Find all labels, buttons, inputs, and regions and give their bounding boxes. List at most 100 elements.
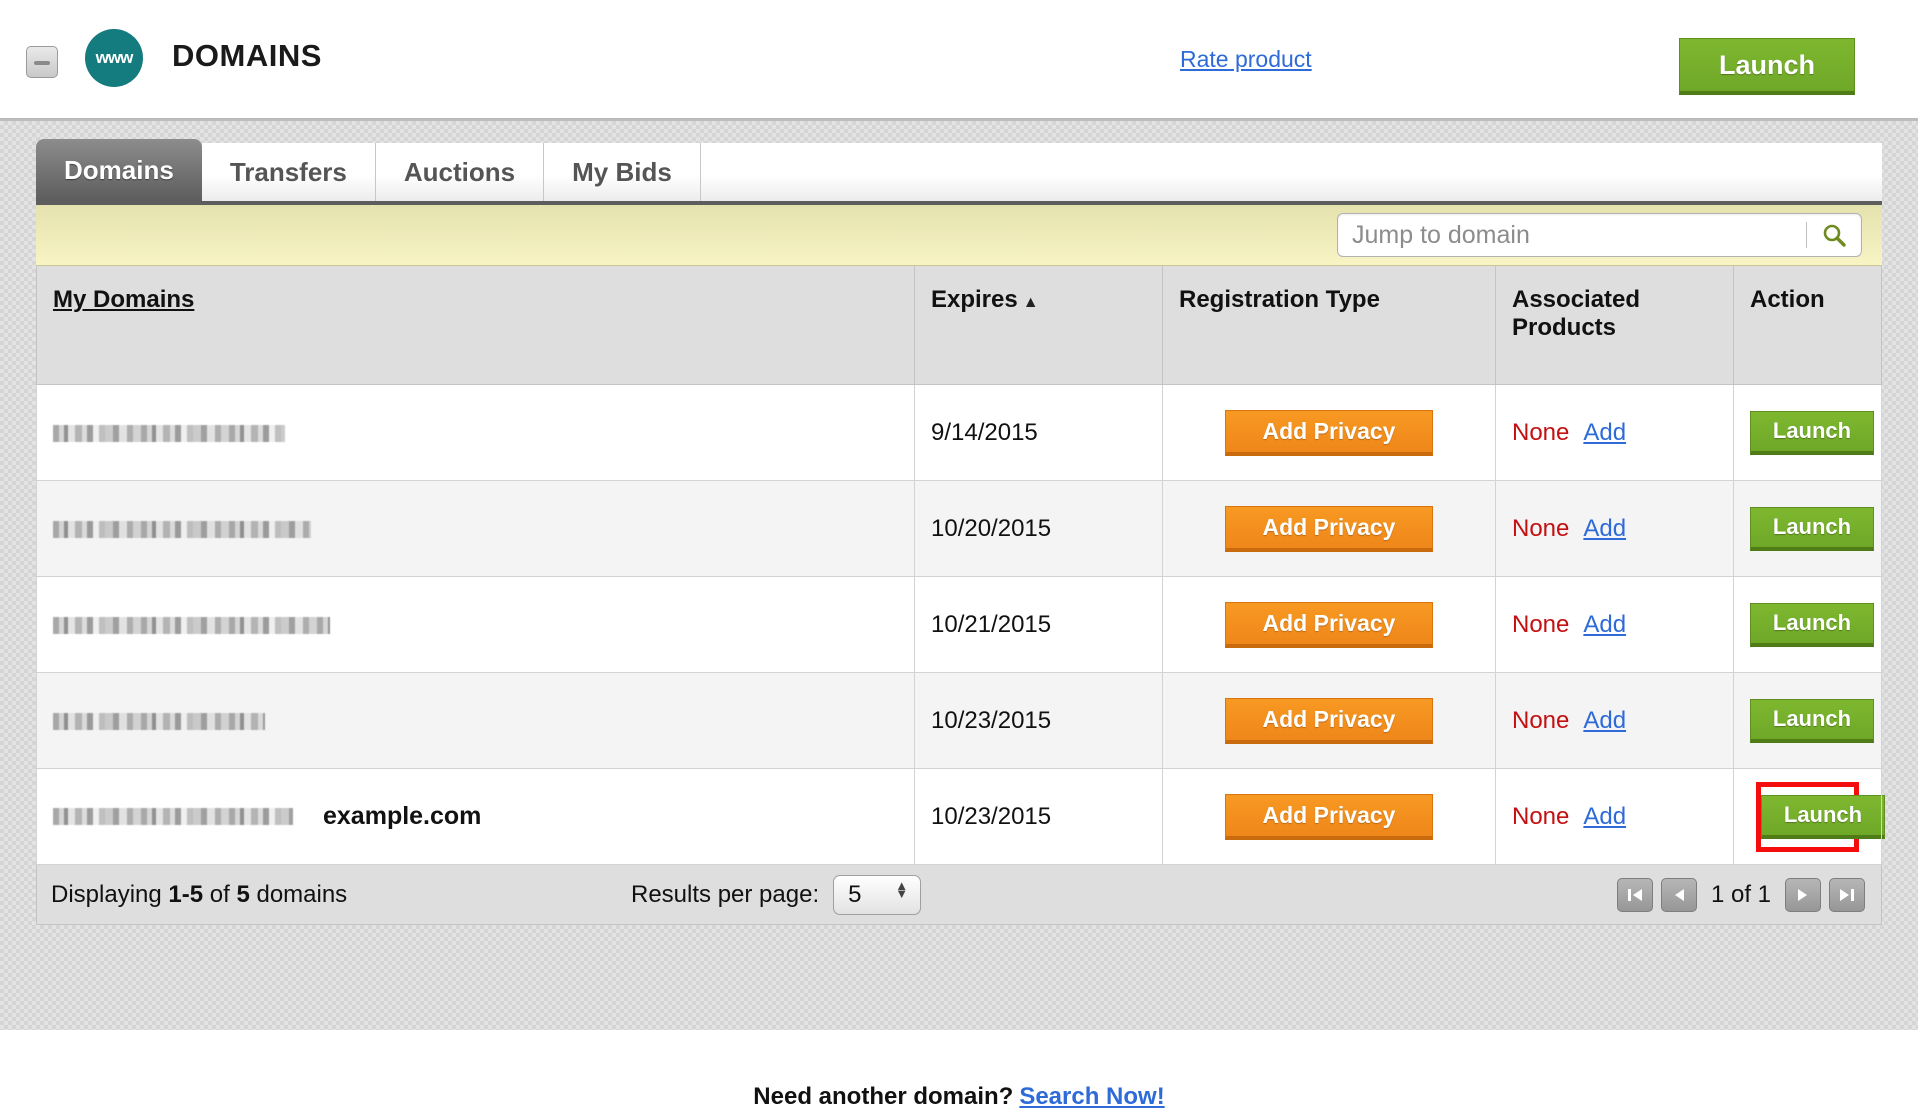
associated-add-link[interactable]: Add bbox=[1583, 610, 1627, 638]
associated-add-link[interactable]: Add bbox=[1583, 802, 1627, 830]
jump-to-domain-box[interactable] bbox=[1337, 213, 1862, 257]
cell-action: Launch bbox=[1733, 576, 1882, 673]
cell-registration-type: Add Privacy bbox=[1162, 480, 1496, 577]
search-strip bbox=[36, 205, 1882, 266]
cell-action: Launch bbox=[1733, 384, 1882, 481]
cell-action: Launch bbox=[1733, 672, 1882, 769]
launch-button[interactable]: Launch bbox=[1750, 506, 1874, 551]
pager-last-icon[interactable] bbox=[1829, 877, 1865, 912]
displaying-count: 5 bbox=[236, 880, 250, 908]
domains-panel: My Domains Expires▲ Registration Type As… bbox=[36, 201, 1885, 925]
header-launch-button[interactable]: Launch bbox=[1679, 38, 1855, 95]
domains-table: My Domains Expires ▲ Registration Type As… bbox=[36, 266, 1885, 865]
column-header-associated-products-label: Associated Products bbox=[1512, 286, 1641, 341]
cell-associated-products: None Add bbox=[1495, 480, 1734, 577]
cell-associated-products: None Add bbox=[1495, 672, 1734, 769]
search-now-link[interactable]: Search Now! bbox=[1019, 1083, 1165, 1110]
cell-domain bbox=[36, 672, 915, 769]
pager-prev-icon[interactable] bbox=[1660, 877, 1697, 912]
tab-auctions[interactable]: Auctions bbox=[375, 143, 545, 201]
pager-next-icon[interactable] bbox=[1785, 877, 1821, 912]
app-header: www DOMAINS Rate product Launch bbox=[0, 0, 1918, 119]
need-another-domain-text: Need another domain? bbox=[753, 1083, 1014, 1110]
column-header-my-domains[interactable]: My Domains bbox=[36, 266, 915, 385]
tab-domains[interactable]: Domains bbox=[36, 139, 202, 201]
search-divider bbox=[1806, 222, 1807, 248]
example-domain-label: example.com bbox=[323, 802, 482, 831]
cell-expires: 10/20/2015 bbox=[914, 480, 1163, 577]
www-logo-icon: www bbox=[85, 29, 143, 87]
cell-expires: 9/14/2015 bbox=[914, 384, 1163, 481]
column-header-expires[interactable]: Expires ▲ bbox=[914, 266, 1163, 385]
column-header-expires-label: Expires bbox=[931, 286, 1018, 313]
cell-domain bbox=[36, 576, 915, 673]
displaying-mid: of bbox=[203, 880, 237, 908]
column-header-associated-products[interactable]: Associated Products bbox=[1495, 266, 1734, 385]
table-row: 10/23/2015 Add Privacy None Add Launch bbox=[36, 672, 1882, 769]
results-per-page-label: Results per page: bbox=[631, 880, 820, 908]
column-header-registration-type[interactable]: Registration Type bbox=[1162, 266, 1496, 385]
cell-action: Launch bbox=[1733, 480, 1882, 577]
search-input[interactable] bbox=[1338, 220, 1806, 250]
associated-add-link[interactable]: Add bbox=[1583, 514, 1627, 542]
cell-registration-type: Add Privacy bbox=[1162, 576, 1496, 673]
add-privacy-button[interactable]: Add Privacy bbox=[1225, 793, 1433, 840]
redacted-domain-name bbox=[53, 712, 265, 730]
cell-expires: 10/23/2015 bbox=[914, 672, 1163, 769]
stepper-arrows-icon: ▲ ▼ bbox=[895, 877, 909, 901]
cell-associated-products: None Add bbox=[1495, 576, 1734, 673]
launch-button[interactable]: Launch bbox=[1750, 698, 1874, 743]
page-title: DOMAINS bbox=[172, 38, 322, 73]
add-privacy-button[interactable]: Add Privacy bbox=[1225, 409, 1433, 456]
launch-button-highlight-box: Launch bbox=[1756, 781, 1885, 852]
cell-domain: example.com bbox=[36, 768, 915, 865]
table-footer: Displaying 1-5 of 5 domains Results per … bbox=[36, 865, 1882, 925]
associated-add-link[interactable]: Add bbox=[1583, 706, 1627, 734]
cell-expires: 10/21/2015 bbox=[914, 576, 1163, 673]
results-per-page: Results per page: 5 ▲ ▼ bbox=[631, 874, 922, 915]
table-row: example.com 10/23/2015 Add Privacy None A… bbox=[36, 768, 1885, 865]
tab-my-bids[interactable]: My Bids bbox=[544, 143, 701, 201]
redacted-domain-name bbox=[53, 808, 293, 826]
search-icon[interactable] bbox=[1807, 222, 1861, 248]
launch-button-highlighted[interactable]: Launch bbox=[1761, 794, 1885, 839]
page-body: Domains Transfers Auctions My Bids bbox=[0, 119, 1918, 1110]
redacted-domain-name bbox=[53, 616, 330, 634]
associated-none-label: None bbox=[1512, 706, 1570, 734]
associated-none-label: None bbox=[1512, 802, 1570, 830]
pager-first-icon[interactable] bbox=[1616, 877, 1653, 912]
table-header-row: My Domains Expires ▲ Registration Type As… bbox=[36, 266, 1882, 385]
displaying-range: 1-5 bbox=[168, 880, 204, 908]
table-row: 9/14/2015 Add Privacy None Add Launch bbox=[36, 384, 1882, 481]
associated-add-link[interactable]: Add bbox=[1583, 418, 1627, 446]
tab-filler bbox=[700, 143, 1882, 201]
add-privacy-button[interactable]: Add Privacy bbox=[1225, 697, 1433, 744]
column-header-my-domains-label[interactable]: My Domains bbox=[53, 286, 195, 313]
associated-none-label: None bbox=[1512, 610, 1570, 638]
launch-button[interactable]: Launch bbox=[1750, 602, 1874, 647]
redacted-domain-name bbox=[53, 424, 285, 442]
launch-button[interactable]: Launch bbox=[1750, 410, 1874, 455]
results-per-page-select[interactable]: 5 ▲ ▼ bbox=[833, 874, 922, 915]
column-header-registration-type-label: Registration Type bbox=[1179, 286, 1380, 313]
add-privacy-button[interactable]: Add Privacy bbox=[1225, 601, 1433, 648]
column-header-action-label: Action bbox=[1750, 286, 1825, 313]
add-privacy-button[interactable]: Add Privacy bbox=[1225, 505, 1433, 552]
cell-associated-products: None Add bbox=[1495, 384, 1734, 481]
collapse-minus-icon[interactable] bbox=[26, 46, 58, 78]
rate-product-link[interactable]: Rate product bbox=[1180, 46, 1312, 72]
tab-transfers[interactable]: Transfers bbox=[201, 143, 376, 201]
displaying-prefix: Displaying bbox=[51, 880, 169, 908]
cell-registration-type: Add Privacy bbox=[1162, 672, 1496, 769]
cell-associated-products: None Add bbox=[1495, 768, 1734, 865]
cell-registration-type: Add Privacy bbox=[1162, 768, 1496, 865]
pagination: 1 of 1 bbox=[1616, 877, 1865, 912]
associated-none-label: None bbox=[1512, 514, 1570, 542]
need-another-domain: Need another domain? Search Now! bbox=[0, 1083, 1918, 1111]
cell-action: Launch bbox=[1733, 768, 1885, 865]
associated-none-label: None bbox=[1512, 418, 1570, 446]
column-header-action: Action bbox=[1733, 266, 1882, 385]
cell-expires: 10/23/2015 bbox=[914, 768, 1163, 865]
cell-domain bbox=[36, 480, 915, 577]
redacted-domain-name bbox=[53, 520, 311, 538]
